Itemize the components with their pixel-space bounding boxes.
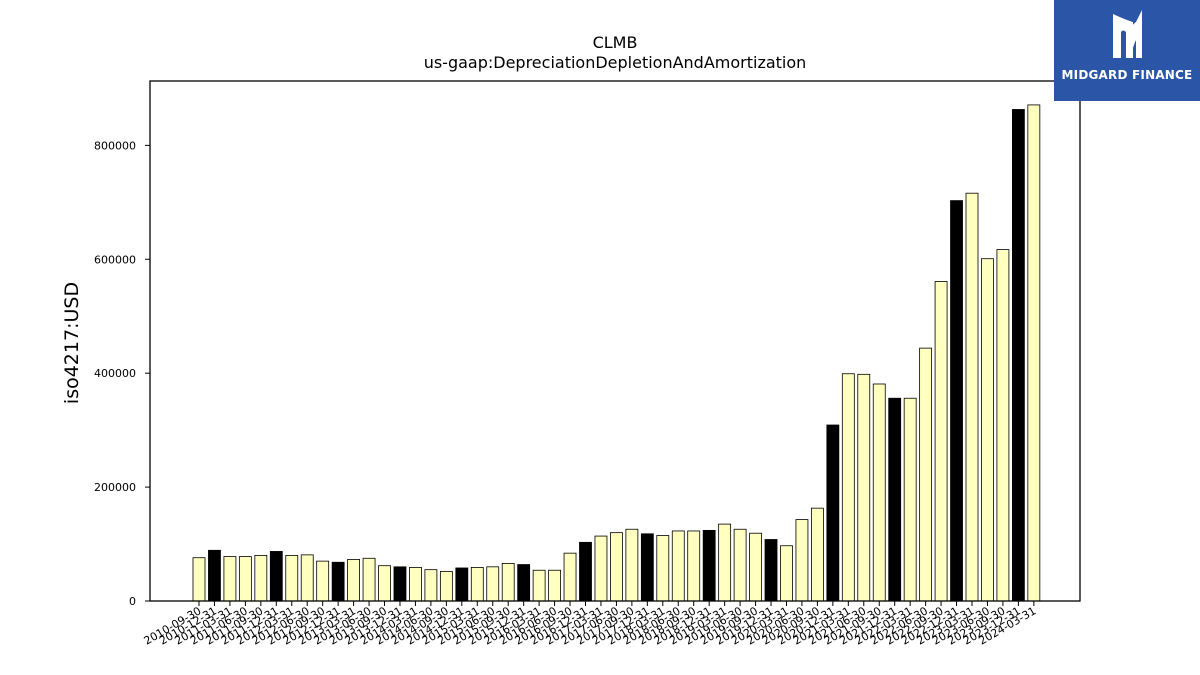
bar: [331, 561, 345, 602]
bar: [254, 555, 268, 602]
bar: [950, 200, 963, 602]
bar: [764, 539, 778, 602]
bar: [934, 281, 948, 602]
bar: [439, 570, 453, 602]
bar: [749, 532, 762, 602]
y-tick-label: 800000: [94, 139, 136, 152]
bar: [470, 567, 484, 602]
bar: [919, 347, 933, 602]
bar: [594, 535, 608, 602]
bar: [563, 552, 577, 602]
bar: [192, 557, 206, 602]
x-ticks-group: 2010-09-302010-12-312011-03-312011-06-30…: [142, 601, 1038, 648]
bar: [718, 523, 732, 602]
bar: [981, 258, 994, 602]
bar: [285, 555, 299, 602]
brand-logo: MIDGARD FINANCE: [1054, 0, 1200, 101]
bar: [702, 529, 716, 602]
bar: [517, 564, 531, 602]
y-tick-label: 400000: [94, 367, 136, 380]
bar: [238, 556, 252, 602]
y-ticks-group: 0 200000 400000 600000 800000: [94, 139, 150, 608]
bar: [857, 373, 871, 602]
bar: [903, 397, 917, 602]
bar: [501, 563, 515, 602]
bar: [965, 192, 979, 602]
bar: [872, 383, 886, 602]
plot-frame: [149, 80, 1081, 602]
bar: [378, 565, 391, 602]
bar: [486, 566, 500, 602]
bar: [362, 557, 376, 602]
bar: [316, 560, 330, 602]
y-tick-label: 600000: [94, 253, 136, 266]
logo-mark-icon: [1113, 10, 1142, 58]
bar: [223, 556, 237, 602]
bar: [1011, 109, 1025, 602]
bar: [656, 535, 670, 602]
bar: [1027, 104, 1041, 602]
bar: [795, 519, 809, 602]
bar: [532, 569, 546, 602]
bar: [687, 530, 701, 602]
bar: [579, 541, 592, 602]
bars-group: [192, 104, 1041, 602]
bar: [888, 397, 902, 602]
bar: [610, 532, 623, 602]
bar: [409, 567, 422, 602]
bar: [811, 507, 824, 602]
y-tick-label: 0: [129, 595, 136, 608]
bar: [640, 533, 654, 602]
chart-title: CLMB: [593, 33, 638, 52]
bar: [780, 545, 793, 602]
bar: [424, 569, 438, 602]
bar: [826, 424, 840, 602]
bar: [208, 549, 221, 602]
bar: [548, 569, 561, 602]
bar: [671, 530, 685, 602]
logo-text: MIDGARD FINANCE: [1061, 68, 1193, 82]
bar: [625, 528, 639, 602]
bar: [269, 551, 283, 602]
bar: [996, 249, 1010, 602]
bar: [841, 373, 855, 602]
bar: [393, 566, 407, 602]
bar: [347, 559, 361, 602]
bar: [455, 567, 469, 602]
y-axis-label: iso4217:USD: [61, 282, 83, 404]
bar: [300, 554, 314, 602]
bar: [733, 528, 747, 602]
chart-subtitle: us-gaap:DepreciationDepletionAndAmortiza…: [424, 53, 807, 72]
y-tick-label: 200000: [94, 481, 136, 494]
